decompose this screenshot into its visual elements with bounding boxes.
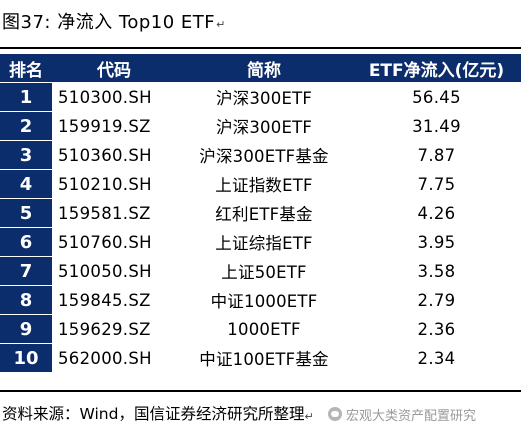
code-cell: 510360.SH [52, 140, 176, 170]
figure-title: 图37: 净流入 Top10 ETF ↵ [2, 6, 226, 36]
figure-title-text: 图37: 净流入 Top10 ETF [2, 12, 216, 33]
name-cell: 沪深300ETF基金 [176, 140, 352, 170]
code-cell: 510760.SH [52, 227, 176, 257]
flow-cell: 2.79 [352, 285, 521, 315]
name-cell: 上证指数ETF [176, 169, 352, 199]
code-cell: 159845.SZ [52, 285, 176, 315]
flow-cell: 3.95 [352, 227, 521, 257]
rank-cell: 8 [0, 285, 52, 315]
name-cell: 上证50ETF [176, 256, 352, 286]
table-row: 8 159845.SZ 中证1000ETF 2.79 [0, 285, 521, 315]
wechat-icon [328, 407, 342, 421]
header-rank: 排名 [0, 54, 52, 83]
top-rule [0, 47, 521, 49]
source-text: 资料来源：Wind，国信证券经济研究所整理 [2, 405, 305, 423]
table-row: 9 159629.SZ 1000ETF 2.36 [0, 314, 521, 344]
flow-cell: 2.36 [352, 314, 521, 344]
flow-cell: 4.26 [352, 198, 521, 228]
bottom-rule [0, 390, 521, 392]
table-row: 3 510360.SH 沪深300ETF基金 7.87 [0, 140, 521, 170]
flow-cell: 2.34 [352, 343, 521, 372]
name-cell: 红利ETF基金 [176, 198, 352, 228]
table-row: 4 510210.SH 上证指数ETF 7.75 [0, 169, 521, 199]
flow-cell: 31.49 [352, 111, 521, 141]
code-cell: 159581.SZ [52, 198, 176, 228]
rank-cell: 6 [0, 227, 52, 257]
rank-cell: 2 [0, 111, 52, 141]
etf-inflow-table: 排名 代码 简称 ETF净流入(亿元) 1 510300.SH 沪深300ETF… [0, 54, 521, 372]
flow-cell: 7.87 [352, 140, 521, 170]
table-row: 5 159581.SZ 红利ETF基金 4.26 [0, 198, 521, 228]
rank-cell: 5 [0, 198, 52, 228]
name-cell: 中证1000ETF [176, 285, 352, 315]
header-code: 代码 [52, 54, 176, 83]
name-cell: 1000ETF [176, 314, 352, 344]
name-cell: 沪深300ETF [176, 82, 352, 112]
watermark-text: 宏观大类资产配置研究 [346, 408, 477, 424]
header-name: 简称 [176, 54, 352, 83]
paragraph-mark-icon: ↵ [216, 17, 226, 31]
source-note: 资料来源：Wind，国信证券经济研究所整理 ↵ [2, 400, 314, 426]
code-cell: 159629.SZ [52, 314, 176, 344]
rank-cell: 10 [0, 343, 52, 372]
table-row: 6 510760.SH 上证综指ETF 3.95 [0, 227, 521, 257]
code-cell: 510300.SH [52, 82, 176, 112]
name-cell: 沪深300ETF [176, 111, 352, 141]
table-header-row: 排名 代码 简称 ETF净流入(亿元) [0, 54, 521, 83]
table-row: 10 562000.SH 中证100ETF基金 2.34 [0, 343, 521, 372]
name-cell: 中证100ETF基金 [176, 343, 352, 372]
name-cell: 上证综指ETF [176, 227, 352, 257]
code-cell: 510050.SH [52, 256, 176, 286]
rank-cell: 4 [0, 169, 52, 199]
rank-cell: 3 [0, 140, 52, 170]
code-cell: 159919.SZ [52, 111, 176, 141]
table-row: 1 510300.SH 沪深300ETF 56.45 [0, 82, 521, 112]
watermark: 宏观大类资产配置研究 [328, 403, 476, 425]
flow-cell: 7.75 [352, 169, 521, 199]
table-row: 7 510050.SH 上证50ETF 3.58 [0, 256, 521, 286]
flow-cell: 56.45 [352, 82, 521, 112]
rank-cell: 9 [0, 314, 52, 344]
header-flow: ETF净流入(亿元) [352, 54, 521, 83]
code-cell: 562000.SH [52, 343, 176, 372]
flow-cell: 3.58 [352, 256, 521, 286]
rank-cell: 7 [0, 256, 52, 286]
rank-cell: 1 [0, 82, 52, 112]
paragraph-mark-icon: ↵ [304, 409, 314, 423]
table-row: 2 159919.SZ 沪深300ETF 31.49 [0, 111, 521, 141]
code-cell: 510210.SH [52, 169, 176, 199]
